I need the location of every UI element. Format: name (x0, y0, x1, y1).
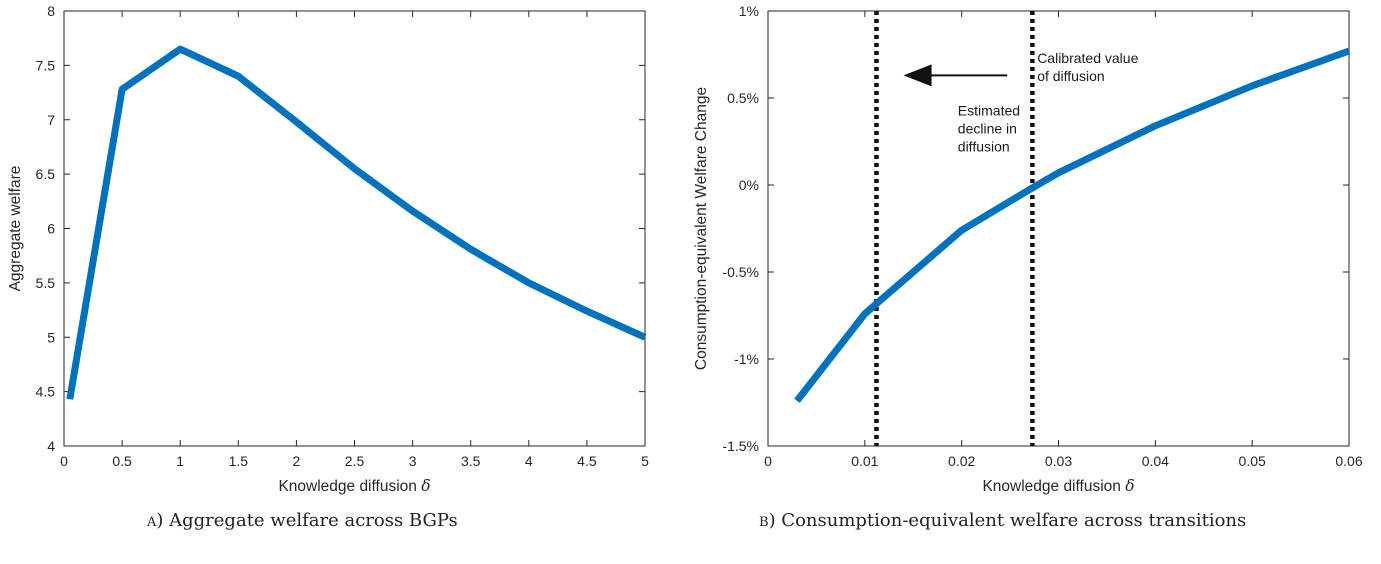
y-tick-label: 1% (739, 3, 759, 19)
annotation-line: Estimated (958, 102, 1020, 118)
annotation-text: Estimated decline in diffusion (958, 102, 1020, 154)
plot-frame (63, 10, 646, 447)
x-tick-label: 2 (293, 453, 301, 469)
annotation-arrow-head (903, 64, 932, 87)
x-tick-label: 1.5 (229, 453, 249, 469)
x-axis-label-text: Knowledge diffusion (278, 478, 421, 495)
figure-caption: B) Consumption-equivalent welfare across… (759, 510, 1246, 531)
y-tick-label: 8 (47, 3, 55, 19)
y-tick-label: -1% (734, 351, 759, 367)
series-line (794, 47, 1351, 403)
caption-letter: B (759, 515, 769, 530)
y-tick-label: 0% (739, 177, 759, 193)
x-tick-label: 0.04 (1142, 453, 1169, 469)
caption-letter: A (146, 515, 157, 530)
y-tick-label: 5 (47, 329, 55, 345)
x-tick-label: 1 (176, 453, 184, 469)
y-tick-label: 4 (47, 438, 55, 454)
x-tick-label: 0 (764, 453, 772, 469)
x-tick-label: 0 (60, 453, 68, 469)
y-tick-label: 7 (47, 112, 55, 128)
x-axis-label-symbol: δ (1125, 477, 1134, 495)
x-axis-label: Knowledge diffusion δ (278, 477, 430, 495)
y-tick-label: -0.5% (722, 264, 759, 280)
annotation-line: decline in (958, 120, 1017, 136)
x-axis-label-text: Knowledge diffusion (982, 478, 1125, 495)
x-tick-label: 0.05 (1239, 453, 1266, 469)
annotation-line: Calibrated value (1037, 50, 1138, 66)
annotation-line: diffusion (958, 138, 1010, 154)
y-tick-label: 4.5 (36, 384, 56, 400)
figure-caption: A) Aggregate welfare across BGPs (146, 510, 458, 531)
x-tick-label: 4.5 (577, 453, 597, 469)
annotation-text: Calibrated value of diffusion (1037, 50, 1138, 84)
annotation-line: of diffusion (1037, 68, 1104, 84)
x-tick-label: 3.5 (461, 453, 481, 469)
x-tick-label: 3 (409, 453, 417, 469)
y-axis-label: Aggregate welfare (7, 166, 24, 292)
y-tick-label: 6 (47, 221, 55, 237)
x-tick-label: 0.03 (1045, 453, 1072, 469)
y-axis-label: Consumption-equivalent Welfare Change (693, 87, 710, 370)
caption-text: ) Aggregate welfare across BGPs (156, 510, 457, 531)
x-axis-label-symbol: δ (421, 477, 430, 495)
y-tick-label: 0.5% (727, 90, 759, 106)
x-tick-label: 5 (641, 453, 649, 469)
chart-panel-a: 0 0.5 1 1.5 2 2.5 3 3.5 4 4.5 5 4 4.5 5 5.5 6 6.5 7 7.5 8 Kn… (7, 3, 649, 531)
x-tick-label: 0.5 (112, 453, 132, 469)
y-tick-label: -1.5% (722, 438, 759, 454)
y-tick-label: 7.5 (36, 57, 56, 73)
x-tick-label: 0.06 (1335, 453, 1362, 469)
x-tick-label: 2.5 (345, 453, 365, 469)
x-tick-label: 0.01 (851, 453, 878, 469)
chart-panel-b: 0 0.01 0.02 0.03 0.04 0.05 0.06 -1.5% -1% -0.5% 0%… (693, 3, 1363, 531)
x-tick-label: 0.02 (948, 453, 975, 469)
x-axis-label: Knowledge diffusion δ (982, 477, 1134, 495)
y-tick-label: 6.5 (36, 166, 56, 182)
y-tick-label: 5.5 (36, 275, 56, 291)
x-tick-label: 4 (525, 453, 533, 469)
caption-text: ) Consumption-equivalent welfare across … (769, 510, 1247, 531)
